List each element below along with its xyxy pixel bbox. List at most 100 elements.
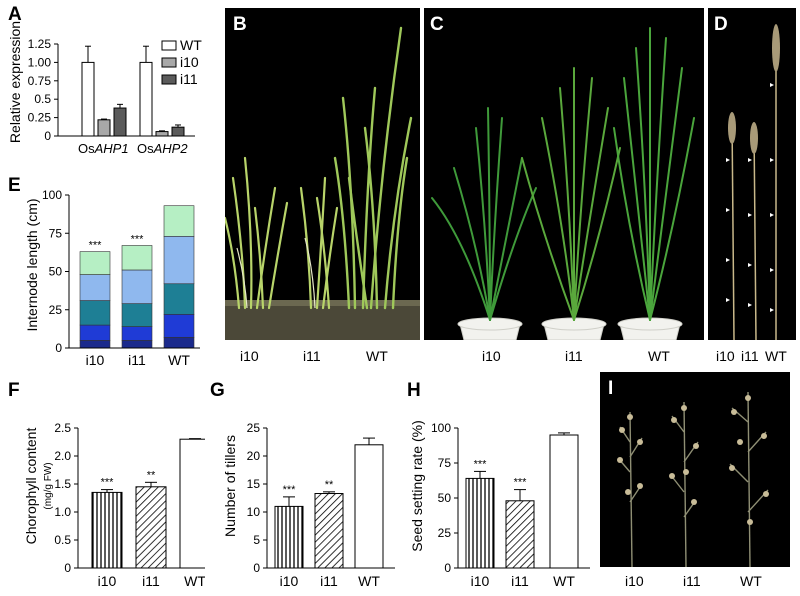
- chart-g-ytick-label: 15: [247, 477, 261, 491]
- chart-e-xtick-label: WT: [168, 352, 190, 365]
- chart-f-ylabel: Chorophyll content: [23, 428, 39, 545]
- chart-a-ytick-label: 0.25: [28, 111, 52, 125]
- chart-g-bar: [314, 493, 344, 569]
- legend-swatch-i11: [161, 74, 177, 85]
- chart-g-ytick-label: 10: [247, 505, 261, 519]
- chart-a-bar: [113, 107, 127, 137]
- chart-e-segment: [121, 245, 153, 271]
- chart-h-ylabel: Seed setting rate (%): [409, 420, 425, 552]
- chart-g-significance: **: [325, 479, 334, 491]
- photo-b-seedlings: B: [225, 8, 420, 340]
- panel-letter-c: C: [430, 14, 444, 35]
- chart-f-significance: **: [147, 469, 156, 481]
- chart-f-bar: [135, 486, 167, 569]
- panel-letter-g: G: [210, 380, 225, 401]
- chart-e-ytick-label: 75: [49, 226, 63, 240]
- chart-h-significance: ***: [514, 477, 528, 489]
- chart-g-bar: [274, 505, 304, 569]
- chart-a-ytick-label: 0: [44, 129, 51, 143]
- chart-e-segment: [79, 300, 111, 326]
- chart-h-bar: [465, 477, 495, 569]
- chart-e-ytick-label: 0: [55, 341, 62, 355]
- chart-f-ytick-label: 1.5: [54, 477, 71, 491]
- chart-a-ylabel: Relative expression: [7, 21, 23, 143]
- photo-c-label-i11: i11: [565, 348, 583, 364]
- chart-e-ylabel: Internode length (cm): [24, 198, 40, 331]
- chart-f-bar: [179, 438, 205, 569]
- chart-h-ytick-label: 50: [438, 491, 452, 505]
- chart-e-segment: [163, 205, 195, 237]
- panel-letter-e: E: [8, 175, 21, 196]
- legend-label-i10: i10: [180, 54, 199, 70]
- photo-i-label-i11: i11: [683, 573, 701, 589]
- chart-a-legend: WT i10 i11: [161, 37, 202, 87]
- chart-a-bar: [171, 126, 185, 137]
- gene-label-ahp2: OsAHP2: [137, 141, 188, 156]
- chart-f-xtick-label: WT: [184, 573, 205, 589]
- chart-a-bar: [81, 61, 95, 137]
- chart-e-segment: [163, 236, 195, 285]
- chart-g-ytick-label: 0: [253, 561, 260, 575]
- photo-i-label-i10: i10: [625, 573, 644, 589]
- chart-a-bar: [97, 119, 111, 137]
- chart-e-ytick-label: 50: [49, 265, 63, 279]
- chart-h-ytick-label: 75: [438, 456, 452, 470]
- chart-h-xtick-label: i10: [471, 573, 490, 589]
- chart-g-xtick-label: WT: [358, 573, 380, 589]
- legend-label-i11: i11: [180, 71, 198, 87]
- chart-e-xtick-label: i10: [86, 352, 105, 365]
- panel-letter-d: D: [714, 14, 728, 35]
- chart-e-ytick-label: 25: [49, 303, 63, 317]
- chart-e-segment: [163, 336, 195, 349]
- chart-e-significance: ***: [89, 240, 103, 252]
- chart-h-ytick-label: 100: [431, 421, 451, 435]
- chart-f-bar: [91, 491, 123, 569]
- legend-label-wt: WT: [180, 37, 202, 53]
- chart-a-ytick-label: 0.5: [34, 92, 51, 106]
- photo-b-label-i11: i11: [303, 348, 321, 364]
- photo-d-label-wt: WT: [765, 348, 787, 364]
- chart-h-bar: [505, 500, 535, 569]
- chart-f-ytick-label: 2.5: [54, 421, 71, 435]
- chart-g-ylabel: Number of tillers: [222, 435, 238, 537]
- chart-g-bar: [354, 444, 384, 569]
- chart-e-ytick-label: 100: [42, 188, 62, 202]
- chart-e-segment: [79, 251, 111, 275]
- photo-c-label-i10: i10: [482, 348, 501, 364]
- chart-f-ytick-label: 2.0: [54, 449, 71, 463]
- photo-i-panicles: I: [600, 372, 790, 567]
- chart-e-xtick-label: i11: [128, 352, 146, 365]
- legend-swatch-wt: [161, 40, 177, 51]
- chart-g-ytick-label: 20: [247, 449, 261, 463]
- chart-e-segment: [121, 340, 153, 349]
- chart-a-ytick-label: 1.00: [28, 55, 52, 69]
- legend-swatch-i10: [161, 57, 177, 68]
- photo-d-panicles: D: [708, 8, 796, 340]
- chart-a-bar: [155, 131, 169, 137]
- chart-h-xtick-label: WT: [553, 573, 575, 589]
- chart-g-ytick-label: 25: [247, 421, 261, 435]
- chart-f-ylabel-unit: (mg/g FW): [43, 462, 54, 509]
- chart-g-xtick-label: i11: [320, 573, 338, 589]
- panel-letter-b: B: [233, 14, 247, 35]
- chart-h-significance: ***: [474, 458, 488, 470]
- chart-f-ytick-label: 1.0: [54, 505, 71, 519]
- photo-c-plants: C: [424, 8, 704, 340]
- chart-f-ytick-label: 0: [64, 561, 71, 575]
- chart-a-bar: [139, 61, 153, 137]
- chart-e-segment: [163, 314, 195, 338]
- photo-b-label-i10: i10: [240, 348, 259, 364]
- chart-h-ytick-label: 0: [444, 561, 451, 575]
- photo-c-label-wt: WT: [648, 348, 670, 364]
- panel-letter-h: H: [407, 380, 421, 401]
- chart-f-xtick-label: i11: [142, 573, 160, 589]
- chart-e-segment: [121, 326, 153, 341]
- panel-letter-f: F: [8, 380, 20, 401]
- gene-label-ahp1: OsAHP1: [78, 141, 129, 156]
- photo-b-label-wt: WT: [366, 348, 388, 364]
- chart-f: Chorophyll content (mg/g FW) 0 0.5 1.0 1.5 2…: [23, 421, 205, 589]
- chart-f-ytick-label: 0.5: [54, 533, 71, 547]
